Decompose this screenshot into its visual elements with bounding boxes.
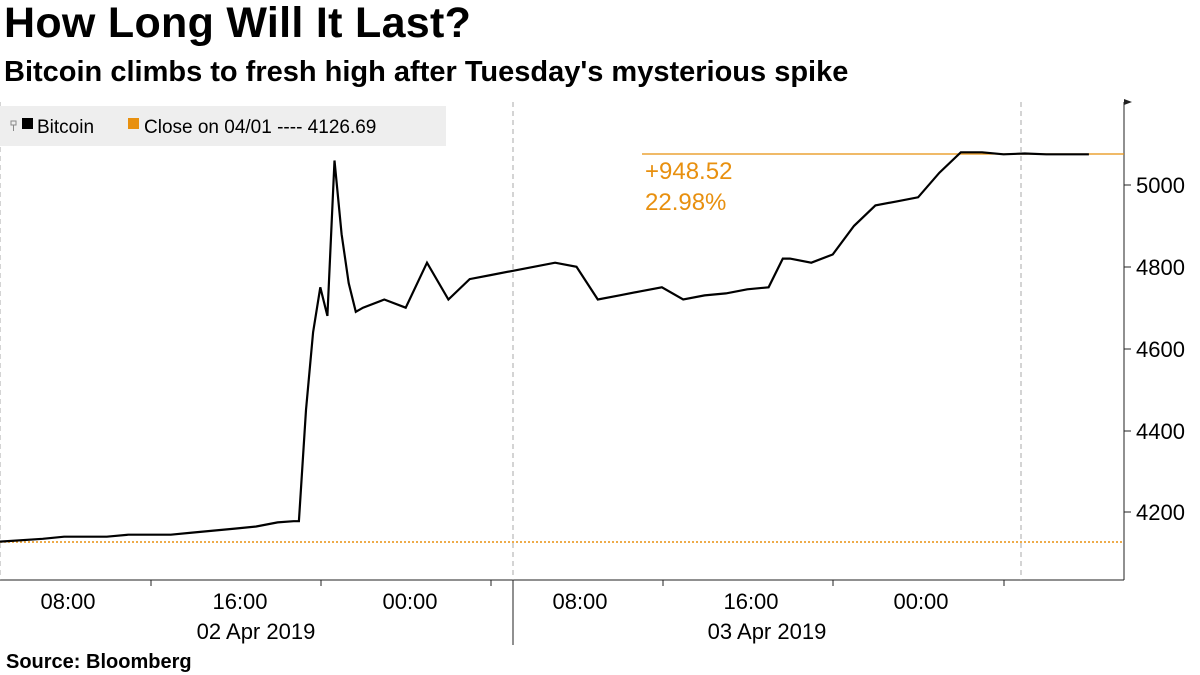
legend-swatch-bitcoin xyxy=(22,118,33,129)
legend-handle-icon xyxy=(10,120,17,131)
vertical-gridlines xyxy=(0,102,1022,580)
legend-swatch-close xyxy=(128,118,139,129)
y-tick-label: 5000 xyxy=(1136,173,1185,198)
y-tick-label: 4200 xyxy=(1136,500,1185,525)
x-date-label: 03 Apr 2019 xyxy=(708,619,827,644)
x-minor-ticks xyxy=(150,580,1005,586)
y-axis-arrow-icon xyxy=(1124,99,1132,105)
x-tick-label: 16:00 xyxy=(723,589,778,614)
bitcoin-series-line xyxy=(0,151,1089,543)
x-tick-label: 16:00 xyxy=(212,589,267,614)
chart-title: How Long Will It Last? xyxy=(4,0,472,47)
source-note: Source: Bloomberg xyxy=(6,651,192,673)
x-tick-label: 00:00 xyxy=(893,589,948,614)
x-tick-label: 08:00 xyxy=(40,589,95,614)
y-tick-label: 4600 xyxy=(1136,337,1185,362)
x-tick-label: 08:00 xyxy=(552,589,607,614)
x-tick-label: 00:00 xyxy=(382,589,437,614)
y-ticks xyxy=(1124,184,1131,513)
x-date-label: 02 Apr 2019 xyxy=(197,619,316,644)
chart-subtitle: Bitcoin climbs to fresh high after Tuesd… xyxy=(4,56,849,88)
percent-annotation: 22.98% xyxy=(645,189,726,216)
change-annotation: +948.52 xyxy=(645,158,732,185)
legend: Bitcoin Close on 04/01 ---- 4126.69 xyxy=(0,106,446,146)
y-tick-label: 4400 xyxy=(1136,419,1185,444)
y-tick-label: 4800 xyxy=(1136,255,1185,280)
legend-background xyxy=(0,106,446,146)
legend-label-bitcoin: Bitcoin xyxy=(37,117,94,138)
legend-label-close: Close on 04/01 ---- 4126.69 xyxy=(144,117,376,138)
